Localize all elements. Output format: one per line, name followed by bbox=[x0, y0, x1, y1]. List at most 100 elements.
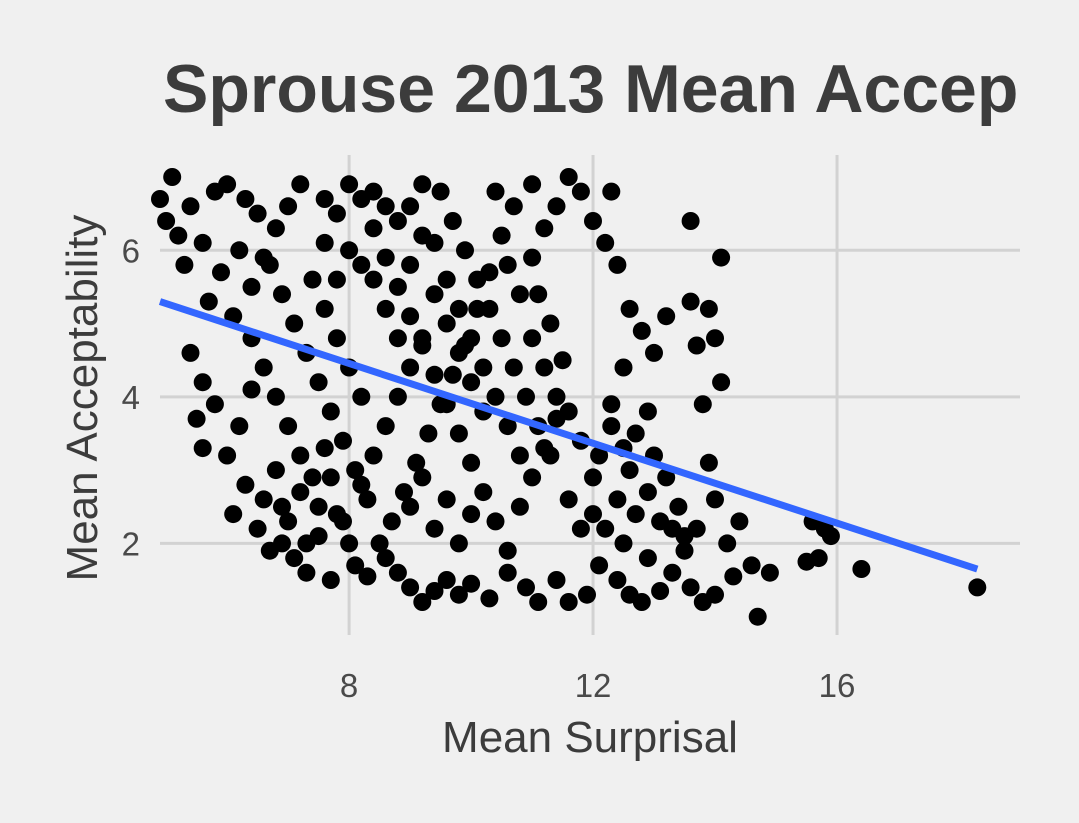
data-point bbox=[309, 373, 328, 392]
data-point bbox=[431, 182, 450, 201]
data-point bbox=[504, 197, 523, 216]
data-point bbox=[327, 204, 346, 223]
data-point bbox=[388, 563, 407, 582]
data-point bbox=[675, 541, 694, 560]
data-point bbox=[541, 314, 560, 333]
data-point bbox=[614, 534, 633, 553]
data-point bbox=[273, 285, 291, 304]
data-point bbox=[748, 607, 767, 626]
data-point bbox=[449, 424, 468, 443]
data-point bbox=[498, 541, 517, 560]
data-point bbox=[376, 248, 395, 267]
data-point bbox=[291, 175, 310, 194]
data-point bbox=[449, 299, 468, 318]
data-point bbox=[681, 292, 700, 311]
data-point bbox=[327, 329, 346, 348]
data-point bbox=[620, 461, 639, 480]
data-point bbox=[852, 560, 871, 578]
data-point bbox=[169, 226, 188, 245]
data-point bbox=[504, 358, 523, 377]
data-point bbox=[529, 285, 548, 304]
data-point bbox=[553, 351, 572, 370]
data-point bbox=[382, 512, 401, 531]
data-point bbox=[315, 299, 334, 318]
data-point bbox=[706, 329, 724, 348]
data-point bbox=[638, 483, 657, 502]
data-point bbox=[212, 263, 230, 282]
data-point bbox=[401, 197, 420, 216]
x-tick-label: 8 bbox=[340, 667, 358, 704]
data-point bbox=[626, 424, 645, 443]
data-point bbox=[315, 233, 334, 252]
data-point bbox=[218, 175, 237, 194]
y-tick-label: 2 bbox=[122, 525, 140, 562]
data-point bbox=[486, 512, 505, 531]
data-point bbox=[151, 190, 169, 208]
data-point bbox=[742, 556, 761, 575]
data-point bbox=[346, 461, 365, 480]
data-point bbox=[193, 373, 212, 392]
data-point bbox=[297, 534, 316, 553]
data-point bbox=[462, 505, 481, 524]
data-point bbox=[303, 468, 322, 487]
data-point bbox=[321, 468, 340, 487]
trend-line bbox=[158, 298, 979, 573]
data-point bbox=[523, 248, 542, 267]
data-point bbox=[687, 519, 706, 538]
data-point bbox=[681, 212, 700, 230]
data-point bbox=[462, 453, 481, 472]
data-point bbox=[571, 519, 590, 538]
data-point bbox=[364, 182, 383, 201]
data-point bbox=[388, 329, 407, 348]
data-point bbox=[492, 226, 511, 245]
data-point bbox=[218, 446, 237, 465]
data-point bbox=[181, 343, 200, 362]
data-point bbox=[437, 314, 456, 333]
data-point bbox=[413, 468, 432, 487]
data-point bbox=[279, 417, 298, 436]
data-point bbox=[608, 571, 627, 589]
data-point bbox=[401, 255, 420, 274]
data-point bbox=[340, 175, 359, 194]
data-point bbox=[559, 593, 578, 611]
data-point bbox=[510, 446, 529, 465]
data-point bbox=[321, 402, 340, 421]
data-point bbox=[638, 549, 657, 568]
data-point bbox=[462, 329, 481, 348]
data-point bbox=[413, 175, 432, 194]
data-point bbox=[596, 519, 615, 538]
data-point bbox=[486, 182, 505, 201]
data-point bbox=[547, 571, 566, 589]
data-point bbox=[651, 582, 670, 600]
data-point bbox=[358, 567, 377, 586]
data-point bbox=[254, 358, 273, 377]
y-tick-label: 4 bbox=[122, 379, 140, 416]
data-point bbox=[352, 475, 371, 494]
data-point bbox=[193, 439, 212, 458]
y-axis-title: Mean Acceptability bbox=[58, 215, 107, 582]
data-point bbox=[242, 380, 261, 399]
data-point bbox=[547, 409, 566, 428]
data-point bbox=[498, 255, 517, 274]
data-point bbox=[608, 255, 627, 274]
data-point bbox=[388, 212, 407, 230]
data-point bbox=[718, 534, 737, 553]
data-point bbox=[266, 219, 285, 238]
data-point bbox=[291, 483, 310, 502]
data-point bbox=[248, 519, 267, 538]
data-point bbox=[510, 497, 529, 516]
data-point bbox=[517, 578, 535, 597]
data-point bbox=[632, 321, 651, 340]
data-point bbox=[205, 395, 224, 414]
data-point bbox=[492, 329, 511, 348]
data-point bbox=[590, 446, 609, 465]
data-point bbox=[529, 593, 548, 611]
data-point bbox=[346, 556, 365, 575]
data-point bbox=[559, 490, 578, 509]
data-point bbox=[535, 358, 554, 377]
data-point bbox=[157, 212, 176, 230]
data-point bbox=[535, 219, 554, 238]
data-point bbox=[321, 571, 340, 589]
data-point bbox=[614, 358, 633, 377]
data-point bbox=[523, 329, 542, 348]
